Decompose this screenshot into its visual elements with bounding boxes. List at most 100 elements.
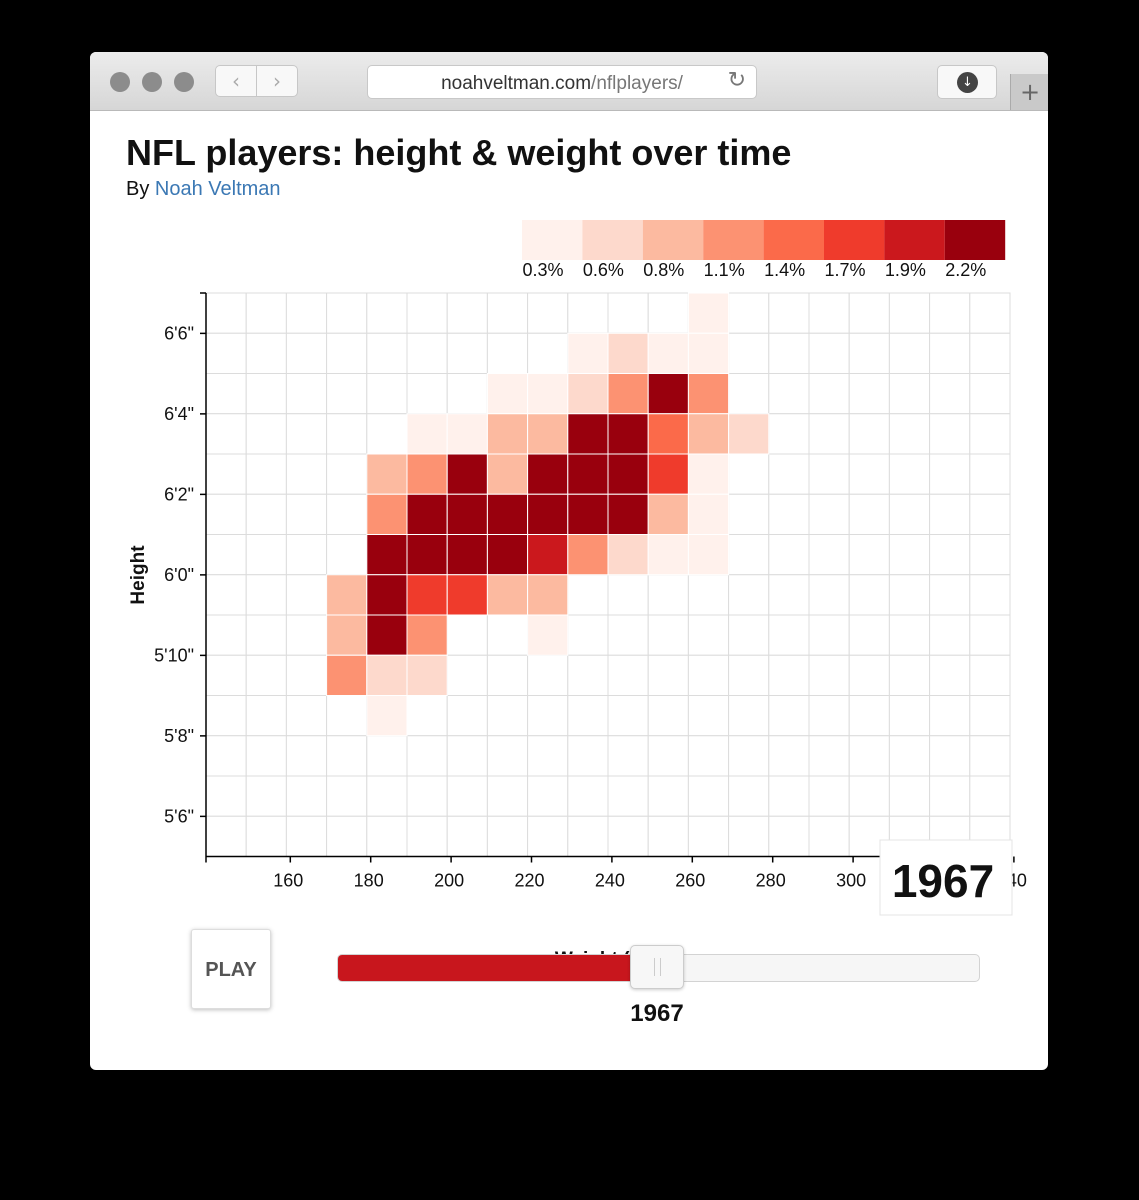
grid-cell — [446, 775, 488, 817]
grid-cell — [486, 695, 529, 737]
y-tick-label: 5'10" — [154, 645, 194, 665]
grid-cell — [728, 373, 770, 415]
grid-cell — [687, 695, 730, 737]
grid-cell — [205, 493, 247, 535]
grid-cell — [486, 815, 529, 857]
legend-label: 2.2% — [945, 260, 986, 280]
year-slider-handle[interactable] — [629, 945, 684, 989]
y-tick-label: 6'6" — [164, 323, 194, 343]
url-text: noahveltman.com/nflplayers/ — [368, 73, 756, 95]
heatmap-cell — [527, 614, 569, 656]
heatmap-cell — [687, 493, 730, 535]
grid-cell — [888, 493, 931, 535]
grid-cell — [848, 775, 890, 817]
grid-cell — [366, 735, 408, 777]
grid-cell — [808, 453, 850, 495]
play-button[interactable]: PLAY — [191, 929, 271, 1009]
grid-cell — [848, 413, 890, 455]
x-tick-label: 280 — [756, 871, 786, 891]
grid-cell — [245, 614, 287, 656]
y-tick-label: 6'0" — [164, 565, 194, 585]
grid-cell — [929, 332, 971, 374]
grid-cell — [647, 695, 689, 737]
legend-label: 1.9% — [885, 260, 926, 280]
back-button[interactable]: ‹ — [215, 65, 257, 97]
forward-button[interactable]: › — [256, 65, 298, 97]
grid-cell — [808, 735, 850, 777]
grid-cell — [245, 292, 287, 334]
downloads-button[interactable]: ↓ — [937, 65, 997, 99]
grid-cell — [406, 373, 448, 415]
heatmap-cell — [647, 332, 689, 374]
grid-cell — [205, 534, 247, 576]
grid-cell — [326, 775, 368, 817]
heatmap-cell — [406, 614, 448, 656]
chevron-left-icon: ‹ — [232, 69, 240, 93]
grid-cell — [929, 534, 971, 576]
grid-cell — [326, 815, 368, 857]
new-tab-button[interactable]: + — [1010, 74, 1048, 110]
page-title: NFL players: height & weight over time — [126, 132, 792, 173]
grid-cell — [647, 614, 689, 656]
heatmap-cell — [567, 373, 609, 415]
grid-cell — [929, 614, 971, 656]
grid-cell — [808, 815, 850, 857]
grid-cell — [527, 815, 569, 857]
grid-cell — [687, 775, 730, 817]
grid-cell — [969, 413, 1011, 455]
x-tick-label: 160 — [273, 871, 303, 891]
legend-swatch — [582, 220, 643, 260]
grid-cell — [607, 695, 649, 737]
grid-cell — [486, 292, 529, 334]
heatmap-cell — [326, 654, 368, 696]
grid-cell — [848, 695, 890, 737]
grid-cell — [848, 574, 890, 616]
grid-cell — [285, 654, 328, 696]
grid-cell — [647, 292, 689, 334]
grid-cell — [969, 332, 1011, 374]
grid-cell — [406, 735, 448, 777]
grip-icon — [653, 958, 661, 976]
grid-cell — [205, 332, 247, 374]
grid-cell — [527, 775, 569, 817]
url-domain: noahveltman.com — [441, 73, 592, 94]
grid-cell — [929, 493, 971, 535]
heatmap-cell — [647, 493, 689, 535]
grid-cell — [366, 292, 408, 334]
legend-label: 0.8% — [643, 260, 684, 280]
grid-cell — [245, 775, 287, 817]
grid-cell — [285, 815, 328, 857]
grid-cell — [205, 815, 247, 857]
grid-cell — [366, 373, 408, 415]
legend-label: 1.1% — [704, 260, 745, 280]
grid-cell — [567, 735, 609, 777]
heatmap-cell — [527, 413, 569, 455]
grid-cell — [808, 614, 850, 656]
address-bar[interactable]: noahveltman.com/nflplayers/ ↻ — [367, 65, 757, 99]
heatmap-cell — [527, 574, 569, 616]
grid-cell — [607, 292, 649, 334]
grid-cell — [768, 654, 810, 696]
heatmap-cell — [687, 413, 730, 455]
author-link[interactable]: Noah Veltman — [154, 178, 281, 200]
grid-cell — [808, 574, 850, 616]
heatmap-cell — [607, 534, 649, 576]
heatmap-cell — [567, 332, 609, 374]
grid-cell — [647, 574, 689, 616]
grid-cell — [527, 292, 569, 334]
heatmap-cell — [446, 453, 488, 495]
close-window-button[interactable] — [110, 72, 130, 92]
grid-cell — [486, 654, 529, 696]
grid-cell — [406, 695, 448, 737]
heatmap-cell — [486, 413, 529, 455]
heatmap-cell — [647, 534, 689, 576]
reload-icon[interactable]: ↻ — [727, 68, 746, 93]
x-tick-label: 220 — [514, 871, 544, 891]
grid-cell — [205, 654, 247, 696]
grid-cell — [969, 574, 1011, 616]
grid-cell — [205, 373, 247, 415]
minimize-window-button[interactable] — [142, 72, 162, 92]
zoom-window-button[interactable] — [174, 72, 194, 92]
year-slider-fill — [338, 955, 637, 981]
grid-cell — [406, 775, 448, 817]
